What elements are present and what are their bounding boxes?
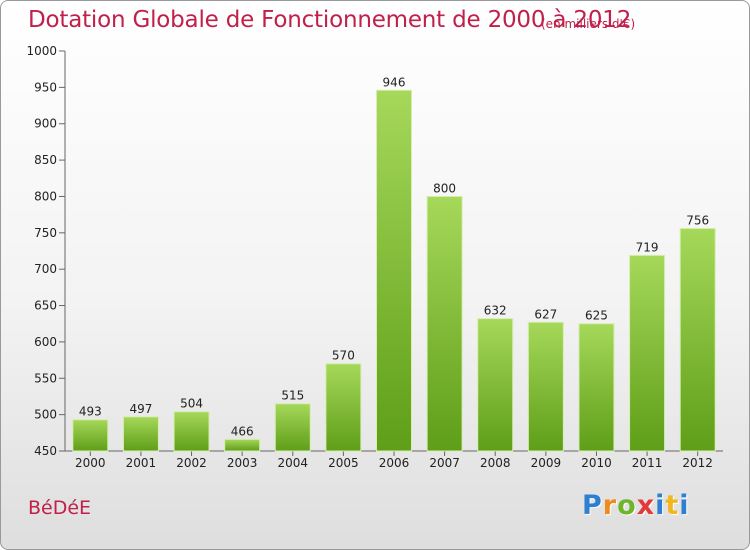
bar-2006	[376, 89, 412, 452]
x-tick-label-2004: 2004	[277, 456, 308, 470]
value-label-2011: 719	[636, 240, 659, 254]
y-tick-label: 850	[34, 153, 57, 167]
logo-letter: r	[602, 490, 618, 521]
value-labels: 493 497 504 466 515 570 946 800 632 627 625 719 756	[79, 75, 709, 438]
x-tick-label-2008: 2008	[480, 456, 511, 470]
y-tick-label: 950	[34, 80, 57, 94]
value-label-2000: 493	[79, 405, 102, 419]
bar-2012	[679, 227, 716, 452]
value-label-2012: 756	[686, 213, 709, 227]
x-tick-label-2002: 2002	[176, 456, 207, 470]
value-label-2009: 627	[534, 307, 557, 321]
logo-letter: i	[655, 490, 666, 521]
bar-2004	[274, 403, 311, 452]
y-tick-label: 650	[34, 299, 57, 313]
x-tick-label-2006: 2006	[379, 456, 410, 470]
value-label-2001: 497	[129, 402, 152, 416]
commune-name: BéDéE	[28, 497, 92, 519]
bar-2007	[426, 195, 463, 452]
bar-2009	[527, 321, 564, 452]
bars	[72, 89, 716, 452]
axes: 450 500 550 600 650 700 750 800 850 900 950 1000 200…	[26, 44, 723, 470]
x-tick-label-2007: 2007	[429, 456, 460, 470]
logo-letter: P	[582, 490, 603, 521]
logo-letter: t	[665, 490, 680, 521]
y-tick-label: 450	[34, 444, 57, 458]
x-tick-label-2011: 2011	[632, 456, 663, 470]
bar-2002	[173, 411, 210, 452]
value-label-2007: 800	[433, 181, 456, 195]
x-tick-label-2009: 2009	[531, 456, 562, 470]
proxiti-logo: Proxiti	[582, 490, 690, 521]
y-tick-label: 800	[34, 189, 57, 203]
logo-letter: i	[679, 490, 690, 521]
value-label-2003: 466	[231, 424, 254, 438]
y-tick-label: 900	[34, 117, 57, 131]
bar-2003	[224, 438, 261, 452]
bar-2005	[325, 363, 362, 452]
y-tick-label: 750	[34, 226, 57, 240]
value-label-2010: 625	[585, 309, 608, 323]
y-tick-label: 600	[34, 335, 57, 349]
value-label-2004: 515	[281, 389, 304, 403]
value-label-2006: 946	[383, 75, 406, 89]
y-tick-label: 550	[34, 371, 57, 385]
value-label-2005: 570	[332, 349, 355, 363]
x-tick-label-2001: 2001	[126, 456, 157, 470]
bar-2008	[477, 318, 514, 452]
bar-2000	[72, 419, 109, 452]
x-tick-label-2003: 2003	[227, 456, 258, 470]
value-label-2008: 632	[484, 304, 507, 318]
bar-2011	[629, 254, 666, 452]
x-tick-label-2012: 2012	[682, 456, 713, 470]
x-tick-label-2010: 2010	[581, 456, 612, 470]
logo-letter: o	[617, 490, 637, 521]
x-tick-label-2005: 2005	[328, 456, 359, 470]
chart-title: Dotation Globale de Fonctionnement de 20…	[28, 7, 632, 33]
bar-2010	[578, 323, 615, 452]
y-tick-label: 700	[34, 262, 57, 276]
value-label-2002: 504	[180, 397, 203, 411]
y-tick-label: 1000	[26, 44, 57, 58]
bar-2001	[122, 416, 159, 452]
y-tick-label: 500	[34, 408, 57, 422]
x-tick-label-2000: 2000	[75, 456, 106, 470]
chart-subtitle: (en milliers d'€)	[541, 17, 636, 31]
logo-letter: x	[636, 490, 656, 521]
